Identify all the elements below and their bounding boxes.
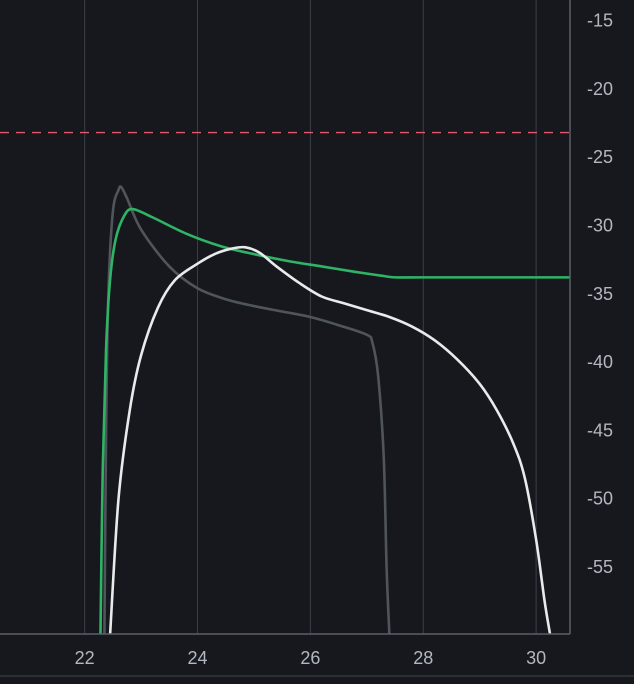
y-tick-label-25: -25 [587, 147, 613, 167]
y-tick-label-20: -20 [587, 79, 613, 99]
x-tick-label-24: 24 [188, 648, 208, 668]
y-tick-label-15: -15 [587, 10, 613, 30]
y-tick-label-55: -55 [587, 557, 613, 577]
series-layer [99, 185, 570, 634]
y-tick-label-40: -40 [587, 352, 613, 372]
y-tick-label-50: -50 [587, 489, 613, 509]
x-tick-label-28: 28 [413, 648, 433, 668]
x-tick-label-22: 22 [75, 648, 95, 668]
x-tick-label-26: 26 [300, 648, 320, 668]
tick-labels: 22 24 26 28 30 -15 -20 -25 -30 -35 -40 -45 -50 -55 [75, 10, 613, 668]
x-tick-label-30: 30 [526, 648, 546, 668]
y-tick-label-45: -45 [587, 420, 613, 440]
series-line-2 [99, 207, 570, 634]
series-line-1 [103, 185, 391, 634]
series-line-3 [108, 245, 552, 634]
y-tick-label-30: -30 [587, 215, 613, 235]
y-tick-label-35: -35 [587, 284, 613, 304]
